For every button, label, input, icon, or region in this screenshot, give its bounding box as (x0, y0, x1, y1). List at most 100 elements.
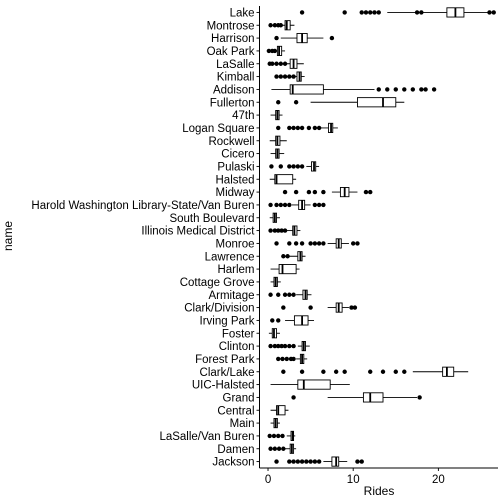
outlier-point (308, 305, 313, 310)
outlier-point (316, 202, 322, 208)
outlier-point (299, 369, 305, 374)
box-armitage (268, 289, 312, 300)
y-tick-label: South Boulevard (169, 213, 254, 225)
outlier-point (278, 202, 283, 208)
outlier-point (291, 356, 296, 362)
outlier-point (316, 125, 322, 131)
outlier-point (268, 228, 273, 233)
outlier-point (276, 446, 282, 451)
outlier-point (321, 202, 326, 208)
outlier-point (281, 254, 286, 259)
outlier-point (414, 10, 420, 15)
outlier-point (279, 228, 284, 233)
outlier-point (299, 164, 305, 169)
outlier-point (276, 356, 281, 362)
outlier-point (272, 446, 278, 451)
outlier-point (287, 74, 292, 79)
outlier-point (287, 164, 292, 169)
outlier-point (299, 459, 305, 464)
box-harlem (270, 264, 300, 275)
outlier-point (281, 446, 286, 451)
outlier-point (295, 125, 301, 131)
outlier-point (282, 343, 288, 349)
y-tick-label: Cottage Grove (180, 277, 255, 289)
y-tick-label: Addison (213, 84, 255, 96)
outlier-point (355, 459, 360, 464)
outlier-point (266, 48, 272, 54)
box-47th (270, 110, 283, 121)
outlier-point (280, 433, 285, 439)
outlier-point (291, 343, 296, 349)
outlier-point (272, 23, 278, 28)
outlier-point (272, 228, 278, 233)
outlier-point (287, 292, 292, 297)
y-tick-label: Halsted (216, 174, 255, 186)
outlier-point (291, 292, 296, 297)
box-clark-lake (281, 366, 469, 377)
y-tick-label: Foster (222, 328, 255, 340)
outlier-point (276, 100, 281, 105)
outlier-point (312, 125, 318, 131)
box-main (270, 418, 280, 429)
box-addison (271, 84, 437, 95)
outlier-point (278, 23, 283, 28)
outlier-point (278, 74, 283, 79)
box-south-boulevard (269, 212, 280, 223)
y-tick-label: Logan Square (182, 123, 254, 135)
outlier-point (423, 87, 428, 92)
y-tick-label: Illinois Medical District (141, 226, 255, 238)
outlier-point (306, 189, 312, 195)
outlier-point (268, 202, 273, 208)
box-harrison (274, 33, 335, 44)
y-axis-title: name (1, 221, 15, 251)
box-illinois-medical-district (268, 225, 301, 236)
y-tick-label: Lake (230, 7, 255, 19)
y-tick-label: Rockwell (208, 136, 254, 148)
outlier-point (321, 369, 326, 374)
box (362, 392, 384, 403)
outlier-point (299, 241, 305, 246)
outlier-point (342, 10, 347, 15)
outlier-point (299, 10, 305, 15)
outlier-point (268, 446, 273, 451)
outlier-point (291, 395, 296, 400)
outlier-point (268, 292, 273, 297)
box (274, 174, 294, 185)
outlier-point (278, 61, 283, 66)
box-harold-washington-library-state-van-buren (268, 199, 326, 210)
outlier-point (376, 10, 381, 15)
outlier-point (402, 87, 407, 92)
outlier-point (376, 87, 381, 92)
outlier-point (274, 35, 279, 41)
outlier-point (274, 74, 279, 79)
y-tick-label: UIC-Halsted (192, 380, 255, 392)
outlier-point (349, 305, 354, 310)
outlier-point (282, 61, 288, 66)
outlier-point (272, 48, 278, 54)
outlier-point (363, 189, 369, 195)
outlier-point (368, 369, 373, 374)
outlier-point (316, 459, 322, 464)
outlier-point (270, 61, 275, 66)
box-rockwell (269, 135, 287, 146)
outlier-point (291, 74, 296, 79)
outlier-point (363, 10, 369, 15)
outlier-point (291, 125, 296, 131)
y-tick-label: Harold Washington Library-State/Van Bure… (31, 200, 254, 212)
outlier-point (393, 87, 398, 92)
outlier-point (329, 35, 335, 41)
outlier-point (359, 10, 364, 15)
outlier-point (350, 241, 356, 246)
outlier-point (274, 61, 279, 66)
box (297, 379, 331, 390)
outlier-point (282, 202, 288, 208)
outlier-point (287, 241, 292, 246)
y-tick-label: 47th (232, 110, 254, 122)
y-tick-label: Harlem (217, 264, 254, 276)
y-tick-label: Oak Park (207, 46, 255, 58)
outlier-point (285, 254, 290, 259)
box-lawrence (281, 251, 306, 262)
box-lasalle (267, 58, 304, 69)
outlier-point (276, 228, 281, 233)
x-axis: 0 10 20 (259, 467, 498, 486)
